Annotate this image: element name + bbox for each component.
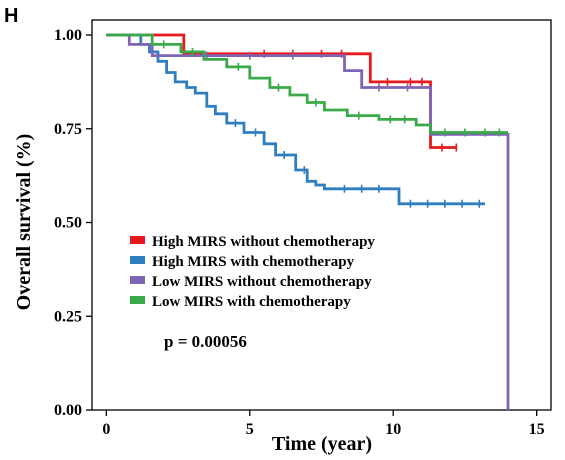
legend-item: High MIRS with chemotherapy <box>130 254 355 270</box>
y-tick-label: 0.50 <box>54 215 82 232</box>
x-tick-label: 5 <box>246 421 254 438</box>
series-high-mirs-without-chemotherapy <box>106 33 458 152</box>
y-axis-title: Overall survival (%) <box>13 134 35 311</box>
legend-swatch <box>130 296 145 304</box>
x-axis-title: Time (year) <box>272 433 372 455</box>
y-axis: 0.00 0.25 0.50 0.75 1.00 <box>54 27 92 419</box>
survival-curve <box>106 33 508 134</box>
y-tick-label: 1.00 <box>54 27 82 44</box>
y-tick-label: 0.00 <box>54 402 82 419</box>
y-tick-label: 0.25 <box>54 308 82 325</box>
panel-letter: H <box>4 5 18 27</box>
x-tick-label: 15 <box>529 421 545 438</box>
legend-item: Low MIRS with chemotherapy <box>130 294 351 310</box>
legend-swatch <box>130 236 145 244</box>
y-tick-label: 0.75 <box>54 121 82 138</box>
x-axis: 0 5 10 15 <box>102 410 545 438</box>
x-tick-label: 10 <box>385 421 401 438</box>
series-low-mirs-with-chemotherapy <box>106 33 508 137</box>
legend-label: High MIRS without chemotherapy <box>152 234 375 250</box>
p-value-annotation: p = 0.00056 <box>164 332 247 351</box>
plot-frame <box>91 19 552 411</box>
survival-curve <box>106 33 485 206</box>
legend-swatch <box>130 276 145 284</box>
legend: High MIRS without chemotherapy High MIRS … <box>130 234 375 310</box>
x-tick-label: 0 <box>102 421 110 438</box>
series-low-mirs-without-chemotherapy <box>106 33 510 410</box>
series-layer <box>106 33 510 410</box>
legend-item: Low MIRS without chemotherapy <box>130 274 372 290</box>
series-high-mirs-with-chemotherapy <box>106 33 485 208</box>
survival-curve <box>106 33 510 410</box>
legend-swatch <box>130 256 145 264</box>
legend-label: Low MIRS with chemotherapy <box>152 294 351 310</box>
survival-curve <box>106 33 457 149</box>
legend-item: High MIRS without chemotherapy <box>130 234 375 250</box>
legend-label: Low MIRS without chemotherapy <box>152 274 372 290</box>
legend-label: High MIRS with chemotherapy <box>152 254 355 270</box>
